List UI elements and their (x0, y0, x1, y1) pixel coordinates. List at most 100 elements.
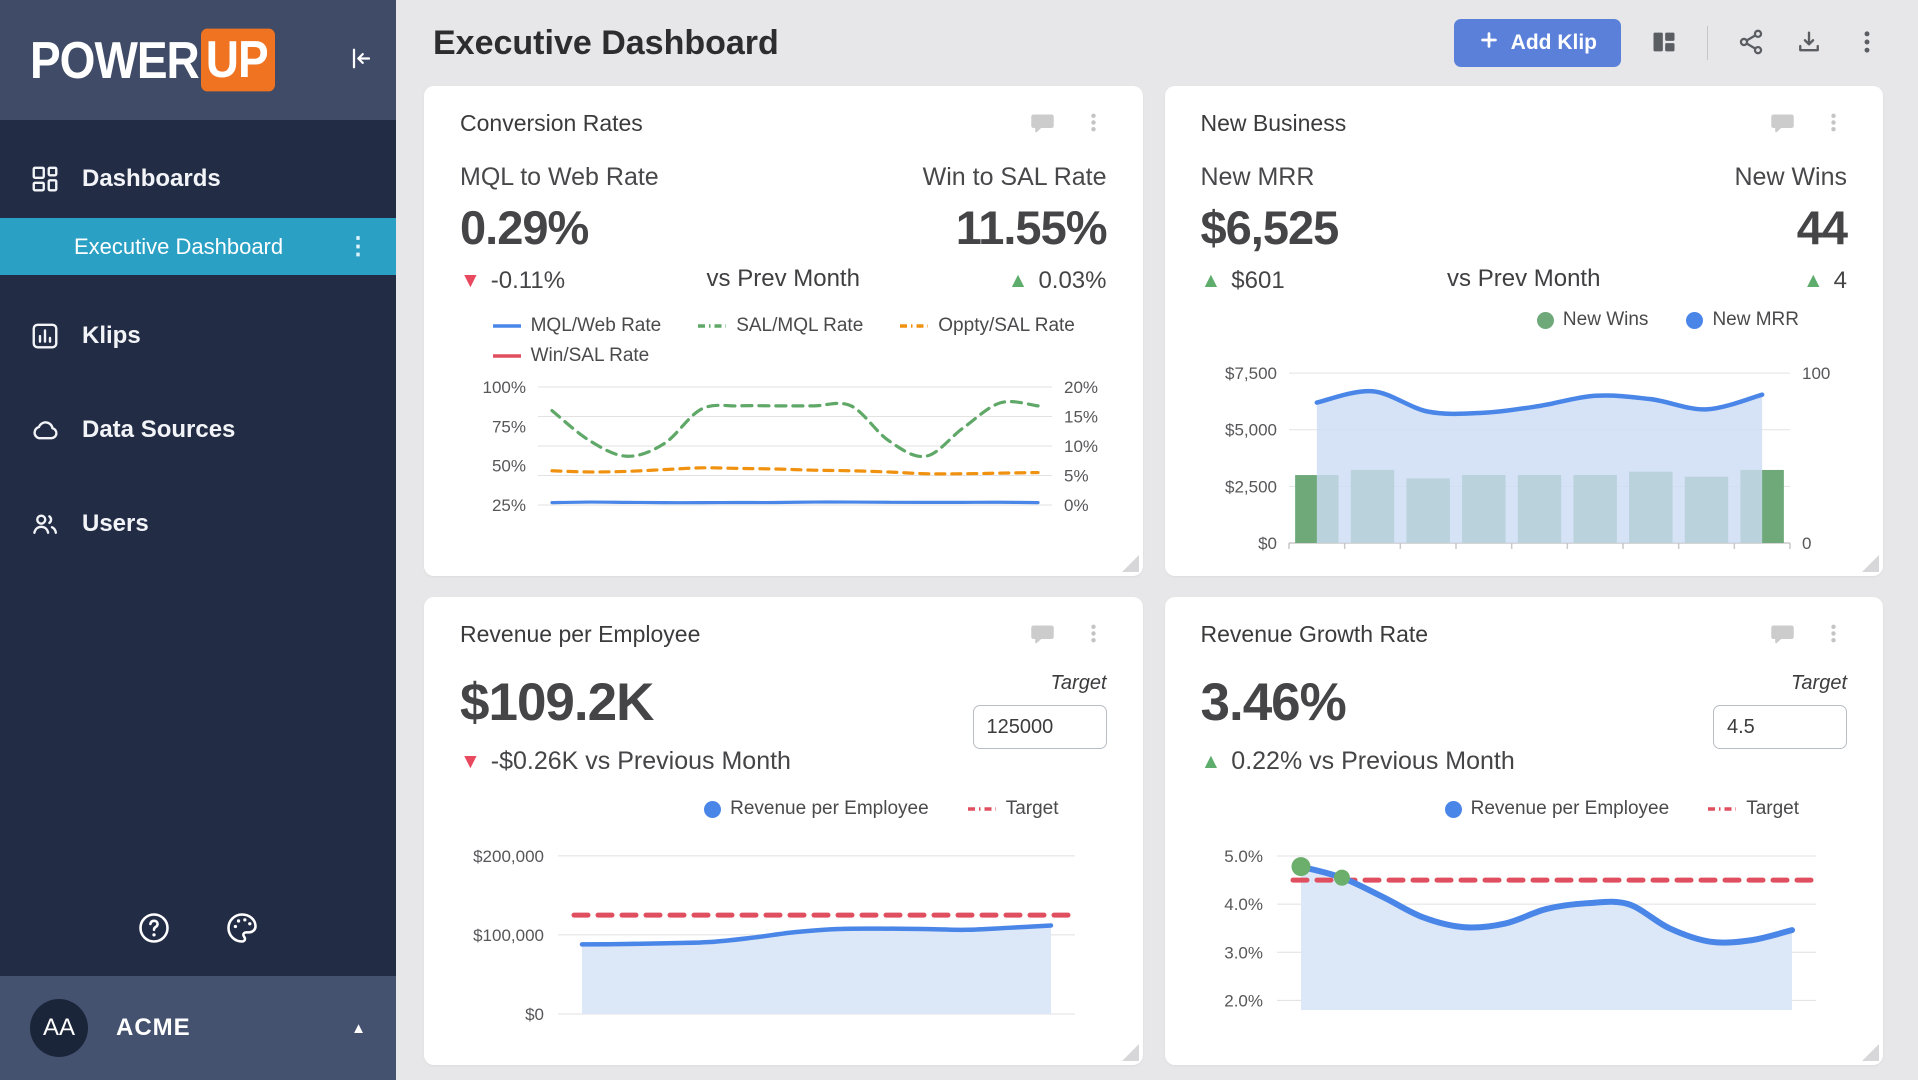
logo-text-accent: UP (200, 28, 275, 92)
metric-value: $6,525 (1200, 201, 1340, 254)
target-block: Target (1713, 672, 1847, 749)
metric-delta: 0.03% (1038, 267, 1107, 294)
subitem-kebab-icon[interactable]: ⋮ (346, 233, 370, 260)
svg-text:15%: 15% (1064, 408, 1098, 427)
legend-swatch (967, 805, 997, 813)
target-label: Target (1050, 672, 1107, 694)
legend-swatch (1686, 311, 1704, 329)
card-kebab-button[interactable] (1080, 110, 1107, 137)
card-title: Revenue per Employee (460, 621, 701, 647)
header-divider (1707, 26, 1708, 60)
svg-text:$2,500: $2,500 (1225, 477, 1277, 496)
comment-button[interactable] (1029, 110, 1056, 137)
card-revenue-per-employee: Revenue per Employee $109.2K ▼ -$0.26K vs… (424, 597, 1143, 1065)
logo-text-primary: POWER (30, 30, 200, 90)
sidebar-collapse-button[interactable] (344, 44, 374, 77)
add-klip-label: Add Klip (1510, 31, 1597, 54)
dashboard-grid: Conversion Rates MQL to Web Rate 0.29% ▼… (396, 86, 1918, 1080)
svg-text:5.0%: 5.0% (1224, 847, 1263, 866)
metric-new-wins: New Wins 44 ▲ 4 (1600, 163, 1848, 295)
legend-swatch (492, 322, 522, 330)
target-input[interactable] (972, 705, 1107, 749)
svg-text:50%: 50% (492, 457, 526, 476)
layout-icon (1650, 32, 1678, 59)
legend-swatch (1536, 311, 1554, 329)
svg-text:2.0%: 2.0% (1224, 991, 1263, 1010)
svg-text:$0: $0 (1258, 534, 1277, 553)
metric-label: New MRR (1200, 163, 1315, 191)
svg-text:100: 100 (1802, 364, 1830, 383)
legend-swatch (704, 800, 722, 818)
download-button[interactable] (1794, 28, 1824, 58)
klips-chart-icon (30, 321, 60, 351)
svg-text:20%: 20% (1064, 379, 1098, 397)
add-klip-button[interactable]: Add Klip (1453, 19, 1621, 67)
theme-button[interactable] (224, 910, 260, 946)
triangle-up-icon: ▲ (1802, 269, 1824, 292)
card-conversion-rates: Conversion Rates MQL to Web Rate 0.29% ▼… (424, 86, 1143, 576)
sidebar-item-label: Klips (82, 322, 141, 349)
metric-delta: 0.22% vs Previous Month (1231, 747, 1515, 775)
legend-label: New Wins (1562, 309, 1649, 330)
sidebar-item-executive-dashboard[interactable]: Executive Dashboard ⋮ (0, 218, 396, 275)
svg-text:0: 0 (1802, 534, 1811, 553)
target-label: Target (1791, 672, 1847, 694)
share-button[interactable] (1736, 28, 1766, 58)
svg-text:25%: 25% (492, 496, 526, 513)
metric-delta: -$0.26K vs Previous Month (490, 747, 791, 775)
legend-label: SAL/MQL Rate (736, 315, 864, 336)
account-switcher[interactable]: AA ACME ▲ (0, 976, 396, 1080)
revenue-per-employee-chart: $200,000 $100,000 $0 (473, 847, 1075, 1024)
page-header: Executive Dashboard Add Klip (396, 0, 1918, 86)
metric-value: 0.29% (460, 201, 589, 254)
legend-item: SAL/MQL Rate (697, 315, 863, 337)
help-icon (136, 913, 172, 949)
metric-revenue-growth: 3.46% ▲ 0.22% vs Previous Month (1201, 672, 1515, 776)
legend-swatch (1707, 805, 1737, 813)
comment-button[interactable] (1769, 110, 1796, 137)
target-input[interactable] (1713, 705, 1847, 749)
cloud-icon (30, 415, 60, 445)
card-kebab-button[interactable] (1820, 621, 1847, 648)
users-icon (30, 509, 60, 539)
metric-label: MQL to Web Rate (460, 163, 659, 191)
metric-value: 3.46% (1200, 673, 1347, 732)
metric-delta: -0.11% (490, 267, 566, 294)
sidebar-item-klips[interactable]: Klips (0, 303, 396, 369)
layout-button[interactable] (1649, 28, 1679, 58)
collapse-icon (344, 48, 374, 77)
sidebar-item-data-sources[interactable]: Data Sources (0, 397, 396, 463)
help-button[interactable] (136, 910, 172, 946)
comment-button[interactable] (1769, 621, 1796, 648)
sidebar-item-dashboards[interactable]: Dashboards (0, 146, 396, 212)
svg-text:100%: 100% (483, 379, 526, 397)
sidebar-item-users[interactable]: Users (0, 491, 396, 557)
svg-text:5%: 5% (1064, 467, 1089, 486)
metric-revenue-per-employee: $109.2K ▼ -$0.26K vs Previous Month (460, 672, 791, 776)
card-kebab-button[interactable] (1080, 621, 1107, 648)
legend-label: Target (1005, 798, 1059, 819)
target-block: Target (972, 672, 1107, 749)
metric-label: New Wins (1734, 163, 1847, 191)
download-icon (1795, 31, 1823, 59)
svg-text:3.0%: 3.0% (1224, 943, 1263, 962)
chart-legend: New Wins New MRR (1201, 309, 1848, 331)
svg-text:$7,500: $7,500 (1225, 364, 1277, 383)
more-options-button[interactable] (1852, 28, 1882, 58)
comparison-label: vs Prev Month (706, 265, 860, 292)
legend-item: Revenue per Employee (1444, 798, 1669, 820)
card-kebab-button[interactable] (1820, 110, 1847, 137)
legend-label: Oppty/SAL Rate (938, 315, 1075, 336)
card-revenue-growth-rate: Revenue Growth Rate 3.46% ▲ 0.22% vs Prev… (1164, 597, 1883, 1065)
sidebar: POWER UP Dashboards Executive Dashboard … (0, 0, 396, 1080)
triangle-up-icon: ▲ (1007, 269, 1029, 292)
card-title: Revenue Growth Rate (1200, 621, 1429, 647)
comment-button[interactable] (1029, 621, 1056, 648)
legend-label: New MRR (1712, 309, 1799, 330)
legend-item: MQL/Web Rate (492, 315, 661, 337)
page-title: Executive Dashboard (433, 23, 779, 62)
legend-label: Revenue per Employee (730, 798, 929, 819)
triangle-down-icon: ▼ (460, 269, 481, 292)
svg-text:$0: $0 (525, 1005, 544, 1024)
legend-swatch (697, 322, 727, 330)
